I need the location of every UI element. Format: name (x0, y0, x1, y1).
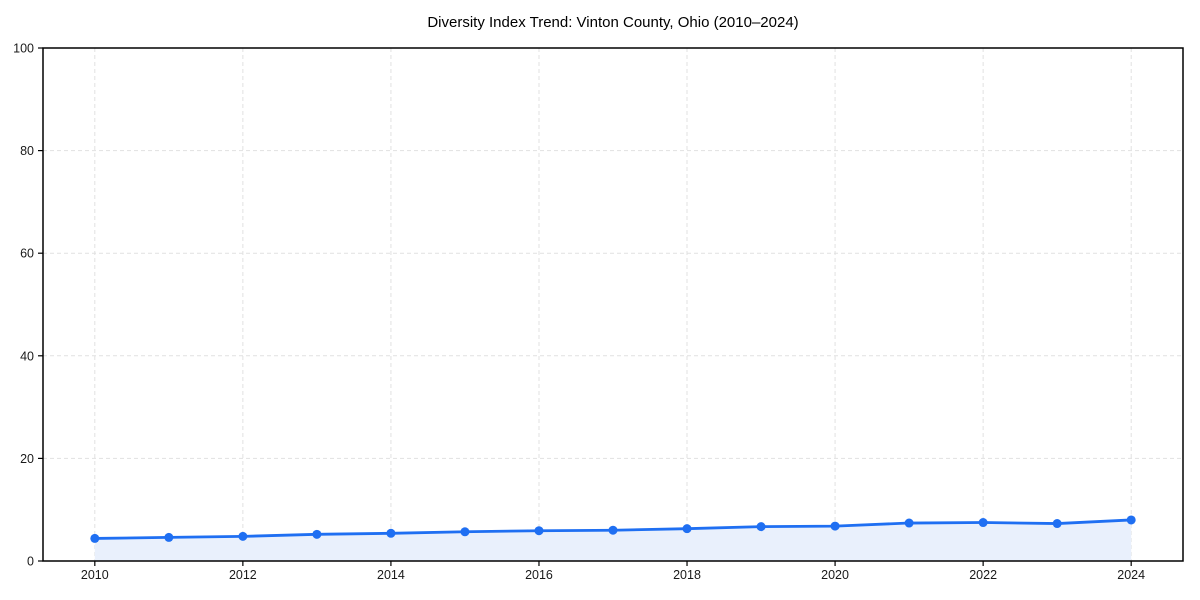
data-point (238, 531, 248, 541)
data-point (608, 525, 618, 535)
data-point (312, 529, 322, 539)
x-tick-label: 2014 (377, 568, 405, 582)
data-point (460, 527, 470, 537)
area-fill (94, 519, 1132, 561)
y-tick-label: 80 (20, 144, 34, 158)
data-point (1126, 515, 1136, 525)
x-tick-label: 2016 (525, 568, 553, 582)
y-tick-label: 20 (20, 452, 34, 466)
data-point (164, 532, 174, 542)
x-tick-label: 2010 (81, 568, 109, 582)
data-point (1052, 519, 1062, 529)
data-point (534, 526, 544, 536)
data-point (386, 528, 396, 538)
data-point (830, 521, 840, 531)
y-tick-label: 60 (20, 247, 34, 261)
data-point (904, 518, 914, 528)
data-point (90, 533, 100, 543)
y-tick-label: 100 (13, 42, 34, 56)
y-tick-label: 0 (27, 555, 34, 569)
x-tick-label: 2012 (229, 568, 257, 582)
x-tick-label: 2022 (969, 568, 997, 582)
chart-title: Diversity Index Trend: Vinton County, Oh… (427, 14, 799, 31)
y-tick-label: 40 (20, 349, 34, 363)
x-tick-label: 2020 (821, 568, 849, 582)
data-point (756, 522, 766, 532)
x-tick-label: 2018 (673, 568, 701, 582)
data-point (682, 524, 692, 534)
data-point (978, 518, 988, 528)
x-tick-label: 2024 (1117, 568, 1145, 582)
plot-border (42, 47, 1184, 562)
